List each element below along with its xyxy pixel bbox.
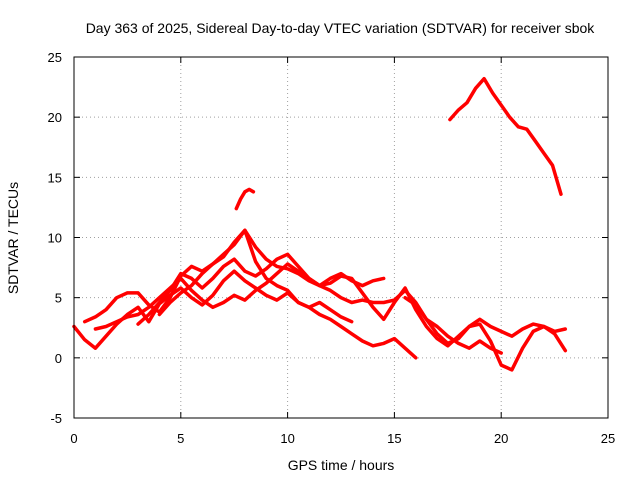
- y-tick-label: 0: [55, 351, 62, 366]
- x-tick-label: 20: [494, 431, 508, 446]
- series-arc-2: [82, 228, 418, 360]
- series-arc-4: [136, 252, 568, 348]
- x-tick-label: 10: [280, 431, 294, 446]
- grid: [74, 57, 608, 418]
- series-arc-8: [448, 76, 563, 196]
- series-arc-7: [234, 187, 256, 211]
- x-tick-label: 0: [70, 431, 77, 446]
- y-tick-label: 10: [48, 231, 62, 246]
- x-axis-label: GPS time / hours: [288, 457, 395, 473]
- y-tick-label: -5: [50, 411, 62, 426]
- axis-ticks: 0 5 10 15 20 25 -5 0 5 10 15 20 25: [48, 50, 616, 446]
- series-arc-5: [157, 228, 386, 317]
- series-layer: [72, 76, 568, 372]
- x-tick-label: 15: [387, 431, 401, 446]
- chart-title: Day 363 of 2025, Sidereal Day-to-day VTE…: [86, 20, 596, 36]
- y-tick-label: 15: [48, 170, 62, 185]
- y-axis-label: SDTVAR / TECUs: [5, 182, 21, 294]
- x-tick-label: 25: [601, 431, 615, 446]
- y-tick-label: 20: [48, 110, 62, 125]
- x-tick-label: 5: [177, 431, 184, 446]
- series-arc-3: [93, 262, 503, 355]
- y-tick-label: 5: [55, 291, 62, 306]
- series-arc-6: [403, 295, 568, 372]
- y-tick-label: 25: [48, 50, 62, 65]
